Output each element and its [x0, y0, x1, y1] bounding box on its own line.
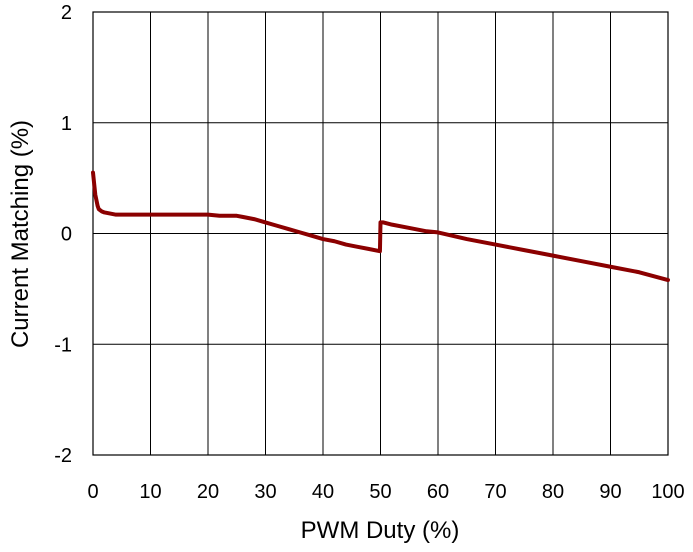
y-tick-label-1: -1 — [54, 334, 72, 356]
x-tick-label-7: 70 — [484, 481, 506, 503]
y-tick-label-2: 0 — [61, 224, 72, 246]
x-tick-label-5: 50 — [369, 481, 391, 503]
x-tick-label-4: 40 — [312, 481, 334, 503]
y-axis-label: Current Matching (%) — [7, 120, 34, 348]
x-tick-label-8: 80 — [542, 481, 564, 503]
x-tick-label-0: 0 — [87, 481, 98, 503]
x-tick-label-2: 20 — [197, 481, 219, 503]
y-tick-label-4: 2 — [61, 2, 72, 24]
x-tick-label-3: 30 — [254, 481, 276, 503]
series-layer — [91, 170, 670, 283]
x-axis-label: PWM Duty (%) — [301, 517, 460, 544]
y-tick-label-3: 1 — [61, 113, 72, 135]
plot-area-frame — [92, 11, 669, 456]
series-line-0 — [91, 170, 670, 283]
y-axis-tick-labels: -2 -1 0 1 2 — [54, 2, 72, 467]
x-tick-label-6: 60 — [427, 481, 449, 503]
y-tick-label-0: -2 — [54, 445, 72, 467]
x-tick-label-9: 90 — [599, 481, 621, 503]
x-tick-label-10: 100 — [651, 481, 684, 503]
x-tick-label-1: 10 — [139, 481, 161, 503]
x-axis-tick-labels: 0 10 20 30 40 50 60 70 80 90 100 — [87, 481, 684, 503]
